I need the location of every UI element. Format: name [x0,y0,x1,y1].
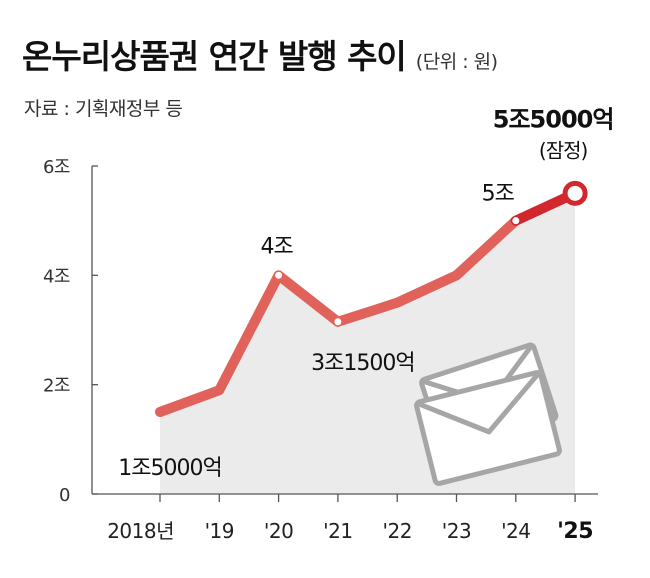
data-label: 4조 [260,234,293,259]
envelope-front [414,370,562,486]
line-segment [332,297,403,327]
x-tick-label: '24 [501,519,530,543]
point-layer [275,180,588,326]
title-row: 온누리상품권 연간 발행 추이 (단위 : 원) [22,30,498,78]
line-segment [214,270,284,396]
y-tick-label: 6조 [43,157,70,178]
envelope-icon [414,342,562,486]
y-tick-label: 2조 [43,376,70,397]
data-label-layer: 1조5000억 4조 3조1500억 5조 5조5000억 (잠정) [118,105,614,481]
x-tick-label: '19 [205,519,234,543]
data-label: 1조5000억 [118,456,221,481]
y-tick-label: 0 [59,485,70,506]
data-point-highlight [562,180,588,206]
x-tick-label: '20 [264,519,293,543]
series-line [155,188,581,417]
x-tick-label: '21 [323,519,352,543]
x-tick-label: 2018년 [107,519,174,543]
line-segment [451,215,521,281]
x-tick-label: '23 [442,519,471,543]
line-segment [273,270,343,327]
x-tick-label: '25 [557,519,593,544]
data-label-note: (잠정) [539,138,588,162]
axis-layer: 0 2조 4조 6조 2018년 '19 '20 '21 '22 '23 '24 '25 [43,157,598,544]
y-tick-label: 4조 [43,266,70,287]
envelope-front-flap [414,370,542,435]
source-label: 자료 : 기획재정부 등 [24,98,183,120]
unit-label: (단위 : 원) [415,51,498,73]
line-segment [155,385,225,417]
line-segment [392,270,462,308]
data-point [512,217,520,225]
data-label: 3조1500억 [311,351,414,376]
data-label: 5조5000억 [493,105,614,133]
x-tick-label: '22 [382,519,411,543]
chart-title: 온누리상품권 연간 발행 추이 [22,37,407,76]
data-point [275,271,283,279]
data-label: 5조 [482,182,515,207]
data-point [334,318,342,326]
